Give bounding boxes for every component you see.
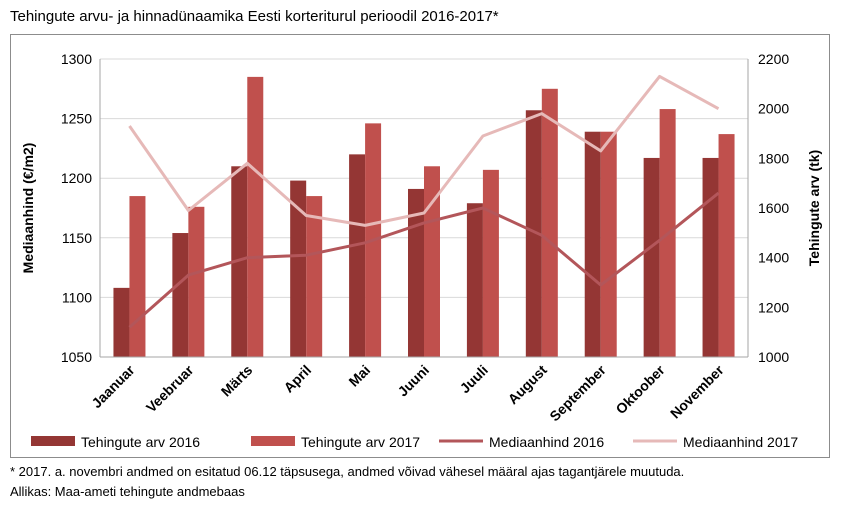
bar-2016 — [113, 287, 130, 357]
legend-label: Mediaanhind 2017 — [683, 434, 798, 450]
y2-axis-title: Tehingute arv (tk) — [806, 150, 822, 266]
x-tick-label: September — [546, 361, 609, 424]
x-tick-label: Juuli — [457, 362, 491, 396]
y-tick-label: 1050 — [61, 349, 92, 365]
bar-2016 — [172, 233, 189, 357]
line-layer — [128, 74, 720, 329]
bar-2017 — [718, 134, 735, 357]
y-axis-title: Mediaanhind (€/m2) — [20, 143, 36, 274]
legend-label: Tehingute arv 2017 — [301, 434, 420, 450]
series-line-2017 — [128, 74, 720, 227]
legend-label: Mediaanhind 2016 — [489, 434, 604, 450]
x-tick-label: Juuni — [394, 362, 432, 400]
bar-2016 — [702, 157, 719, 357]
bar-2017 — [306, 196, 323, 357]
bar-2017 — [129, 196, 146, 357]
x-tick-label: Veebruar — [143, 361, 197, 415]
y2-tick-label: 1600 — [758, 200, 789, 216]
y2-tick-label: 1000 — [758, 349, 789, 365]
y-tick-label: 1150 — [62, 230, 92, 246]
y2-tick-label: 1800 — [758, 150, 789, 166]
y2-tick-label: 2200 — [758, 51, 789, 67]
y2-tick-label: 2000 — [758, 101, 789, 117]
bar-2017 — [482, 169, 499, 357]
bar-2016 — [231, 166, 248, 357]
x-tick-label: Mai — [345, 362, 373, 390]
bar-2017 — [247, 76, 264, 357]
x-tick-label: April — [280, 362, 314, 396]
footnote: * 2017. a. novembri andmed on esitatud 0… — [10, 464, 685, 479]
bar-2016 — [349, 154, 366, 357]
bar-2016 — [643, 157, 660, 357]
x-tick-label: August — [505, 362, 551, 408]
bar-2017 — [541, 88, 558, 358]
x-tick-label: Märts — [218, 362, 256, 400]
bar-2017 — [600, 131, 617, 357]
bar-2016 — [584, 131, 601, 357]
bar-2017 — [424, 166, 440, 357]
bar-2016 — [466, 203, 483, 357]
x-tick-label: November — [667, 361, 727, 421]
legend-swatch — [251, 436, 295, 446]
x-tick-label: Oktoober — [612, 361, 668, 417]
bar-layer — [113, 76, 735, 358]
chart-svg: 1050 1100 1150 1200 1250 1300 1000 1200 1400 1600… — [20, 51, 822, 450]
legend-label: Tehingute arv 2016 — [81, 434, 200, 450]
y2-tick-label: 1200 — [758, 299, 789, 315]
legend-swatch — [31, 436, 75, 446]
bar-2017 — [188, 206, 205, 357]
chart-frame: 1050 1100 1150 1200 1250 1300 1000 1200 1400 1600… — [10, 34, 830, 458]
y2-tick-label: 1400 — [758, 250, 789, 266]
bar-2016 — [408, 188, 424, 357]
chart-title: Tehingute arvu- ja hinnadünaamika Eesti … — [10, 8, 499, 25]
legend: Tehingute arv 2016 Tehingute arv 2017 Medi… — [31, 434, 798, 450]
x-tick-label: Jaanuar — [88, 361, 138, 411]
y-tick-label: 1250 — [61, 111, 92, 127]
bar-2016 — [525, 110, 542, 357]
bar-2016 — [290, 180, 307, 357]
y-tick-label: 1100 — [62, 289, 92, 305]
y-tick-label: 1200 — [61, 170, 92, 186]
y-tick-label: 1300 — [61, 51, 92, 67]
series-line-2016 — [128, 191, 720, 329]
source-note: Allikas: Maa-ameti tehingute andmebaas — [10, 484, 245, 499]
